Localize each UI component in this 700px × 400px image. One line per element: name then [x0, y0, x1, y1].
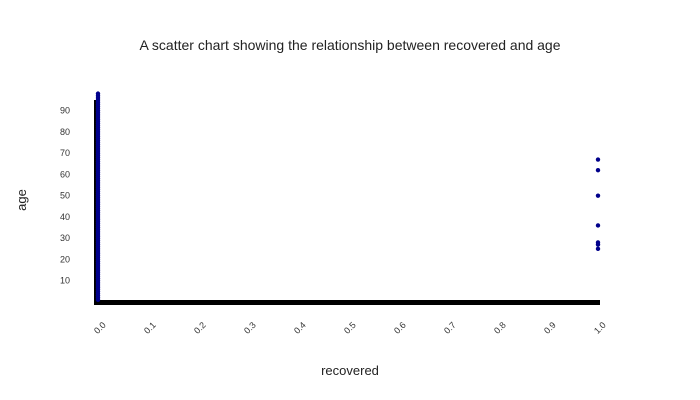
y-tick-label: 90 — [60, 106, 70, 116]
x-tick-label: 0.6 — [392, 320, 408, 336]
x-tick-label: 0.3 — [242, 320, 258, 336]
y-tick-label: 30 — [60, 233, 70, 243]
y-tick-label: 40 — [60, 212, 70, 222]
x-tick-label: 0.9 — [542, 320, 558, 336]
data-point — [95, 91, 101, 96]
y-tick-label: 50 — [60, 191, 70, 201]
y-tick-label: 20 — [60, 254, 70, 264]
data-point — [595, 240, 601, 245]
x-tick-label: 0.4 — [292, 320, 308, 336]
y-tick-label: 60 — [60, 169, 70, 179]
y-axis-label: age — [14, 189, 29, 211]
data-points — [95, 91, 601, 303]
x-tick-label: 0.2 — [192, 320, 208, 336]
data-point — [595, 157, 601, 162]
x-tick-label: 1.0 — [592, 320, 608, 336]
data-point — [595, 246, 601, 252]
axes — [94, 100, 600, 305]
x-tick-label: 0.7 — [442, 320, 458, 336]
x-tick-label: 0.5 — [342, 320, 358, 336]
data-point — [595, 223, 601, 228]
data-point — [595, 193, 601, 198]
x-tick-label: 0.8 — [492, 320, 508, 336]
x-axis-line — [94, 300, 600, 305]
y-tick-label: 70 — [60, 148, 70, 158]
x-tick-label: 0.0 — [92, 320, 108, 336]
x-axis-ticks: 0.0 0.1 0.2 0.3 0.4 0.5 0.6 0.7 0.8 0.9 1.0 — [92, 320, 608, 336]
x-tick-label: 0.1 — [142, 320, 158, 336]
y-axis-ticks: 10 20 30 40 50 60 70 80 90 — [60, 106, 70, 286]
chart-title: A scatter chart showing the relationship… — [139, 37, 560, 53]
x-axis-label: recovered — [321, 363, 379, 378]
y-tick-label: 80 — [60, 127, 70, 137]
data-point — [595, 167, 601, 173]
y-tick-label: 10 — [60, 276, 70, 286]
